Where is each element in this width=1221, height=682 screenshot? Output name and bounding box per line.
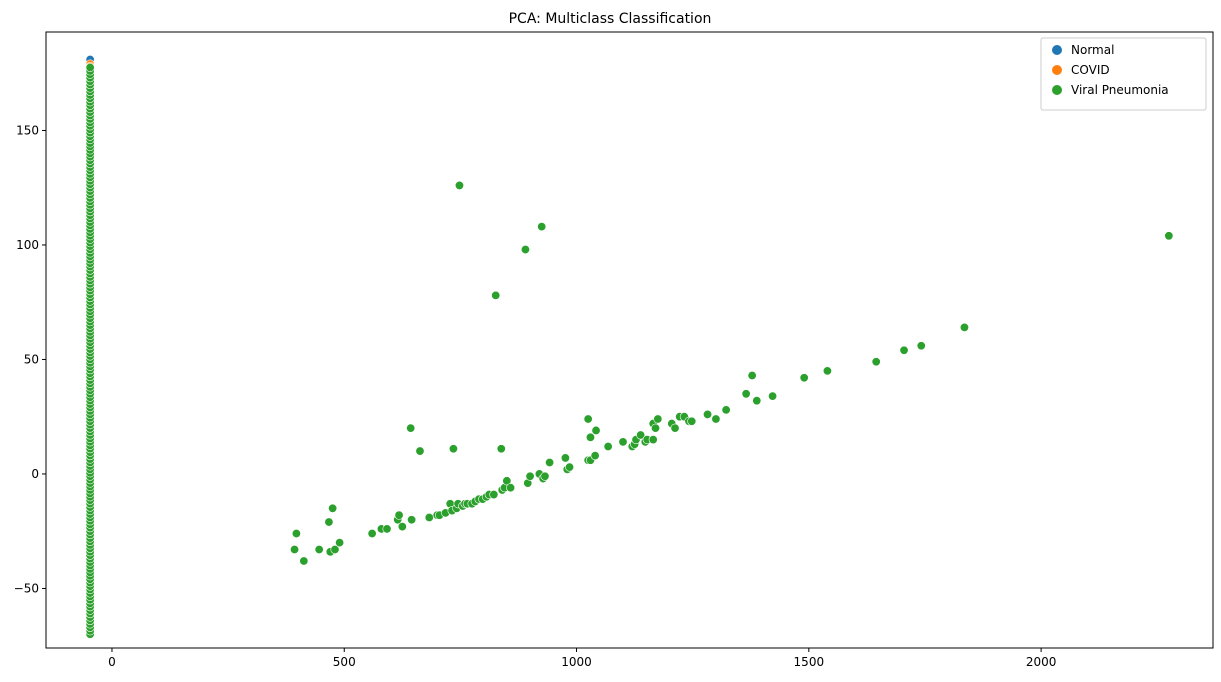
viral-pneumonia-point <box>670 423 680 433</box>
x-tick-label: 500 <box>333 655 356 669</box>
x-tick-label: 1000 <box>561 655 592 669</box>
viral-pneumonia-point <box>424 512 434 522</box>
x-tick-label: 1500 <box>794 655 825 669</box>
viral-pneumonia-point <box>871 357 881 367</box>
viral-pneumonia-point <box>959 322 969 332</box>
viral-pneumonia-point <box>560 453 570 463</box>
y-tick-label: 100 <box>16 238 39 252</box>
viral-pneumonia-point <box>603 441 613 451</box>
viral-pneumonia-point <box>491 290 501 300</box>
viral-pneumonia-point <box>768 391 778 401</box>
chart-title: PCA: Multiclass Classification <box>509 11 712 27</box>
viral-pneumonia-point <box>335 538 345 548</box>
legend-marker-viral-pneumonia <box>1052 85 1062 95</box>
legend-box <box>1040 37 1207 111</box>
viral-pneumonia-point <box>799 373 809 383</box>
viral-pneumonia-point <box>711 414 721 424</box>
viral-pneumonia-point <box>916 341 926 351</box>
viral-pneumonia-point <box>537 222 547 232</box>
x-tick-label: 2000 <box>1026 655 1057 669</box>
legend: Normal COVID Viral Pneumonia <box>1040 37 1207 111</box>
viral-pneumonia-point <box>651 423 661 433</box>
legend-marker-normal <box>1052 45 1062 55</box>
viral-pneumonia-point <box>653 414 663 424</box>
viral-pneumonia-point <box>585 432 595 442</box>
legend-label-covid: COVID <box>1071 63 1110 77</box>
viral-pneumonia-point <box>687 416 697 426</box>
viral-pneumonia-point <box>299 556 309 566</box>
viral-pneumonia-point <box>741 389 751 399</box>
viral-pneumonia-point <box>448 444 458 454</box>
viral-pneumonia-point <box>330 545 340 555</box>
points-layer <box>85 54 1174 639</box>
plot-frame <box>45 31 1214 649</box>
viral-pneumonia-point <box>394 510 404 520</box>
viral-pneumonia-point <box>721 405 731 415</box>
viral-pneumonia-point <box>415 446 425 456</box>
viral-pneumonia-point <box>502 476 512 486</box>
viral-pneumonia-point <box>545 458 555 468</box>
viral-pneumonia-point <box>397 522 407 532</box>
y-tick-label: 0 <box>31 467 39 481</box>
viral-pneumonia-point <box>540 471 550 481</box>
viral-pneumonia-point <box>565 462 575 472</box>
viral-pneumonia-point <box>583 414 593 424</box>
viral-pneumonia-point <box>85 62 95 72</box>
viral-pneumonia-point <box>525 471 535 481</box>
viral-pneumonia-point <box>454 180 464 190</box>
x-tick-label: 0 <box>108 655 116 669</box>
viral-pneumonia-point <box>520 245 530 255</box>
viral-pneumonia-point <box>506 483 516 493</box>
viral-pneumonia-point <box>489 490 499 500</box>
y-tick-label: 50 <box>24 352 39 366</box>
viral-pneumonia-point <box>618 437 628 447</box>
viral-pneumonia-point <box>822 366 832 376</box>
legend-label-viral-pneumonia: Viral Pneumonia <box>1071 83 1169 97</box>
viral-pneumonia-point <box>636 430 646 440</box>
viral-pneumonia-point <box>703 409 713 419</box>
viral-pneumonia-point <box>899 345 909 355</box>
viral-pneumonia-point <box>314 545 324 555</box>
viral-pneumonia-point <box>290 545 300 555</box>
axes-layer: 0 500 1000 1500 2000 −50 0 50 100 150 <box>14 123 1057 669</box>
viral-pneumonia-point <box>590 451 600 461</box>
legend-marker-covid <box>1052 65 1062 75</box>
viral-pneumonia-point <box>752 396 762 406</box>
viral-pneumonia-point <box>324 517 334 527</box>
y-tick-label: 150 <box>16 123 39 137</box>
viral-pneumonia-point <box>367 528 377 538</box>
y-tick-label: −50 <box>14 581 39 595</box>
viral-pneumonia-point <box>291 528 301 538</box>
viral-pneumonia-point <box>406 423 416 433</box>
viral-pneumonia-point <box>328 503 338 513</box>
viral-pneumonia-point <box>382 524 392 534</box>
legend-label-normal: Normal <box>1071 43 1114 57</box>
viral-pneumonia-point <box>496 444 506 454</box>
viral-pneumonia-point <box>1164 231 1174 241</box>
viral-pneumonia-point <box>407 515 417 525</box>
viral-pneumonia-point <box>591 425 601 435</box>
legend-items: Normal COVID Viral Pneumonia <box>1052 43 1169 97</box>
viral-pneumonia-point <box>648 435 658 445</box>
viral-pneumonia-point <box>747 370 757 380</box>
